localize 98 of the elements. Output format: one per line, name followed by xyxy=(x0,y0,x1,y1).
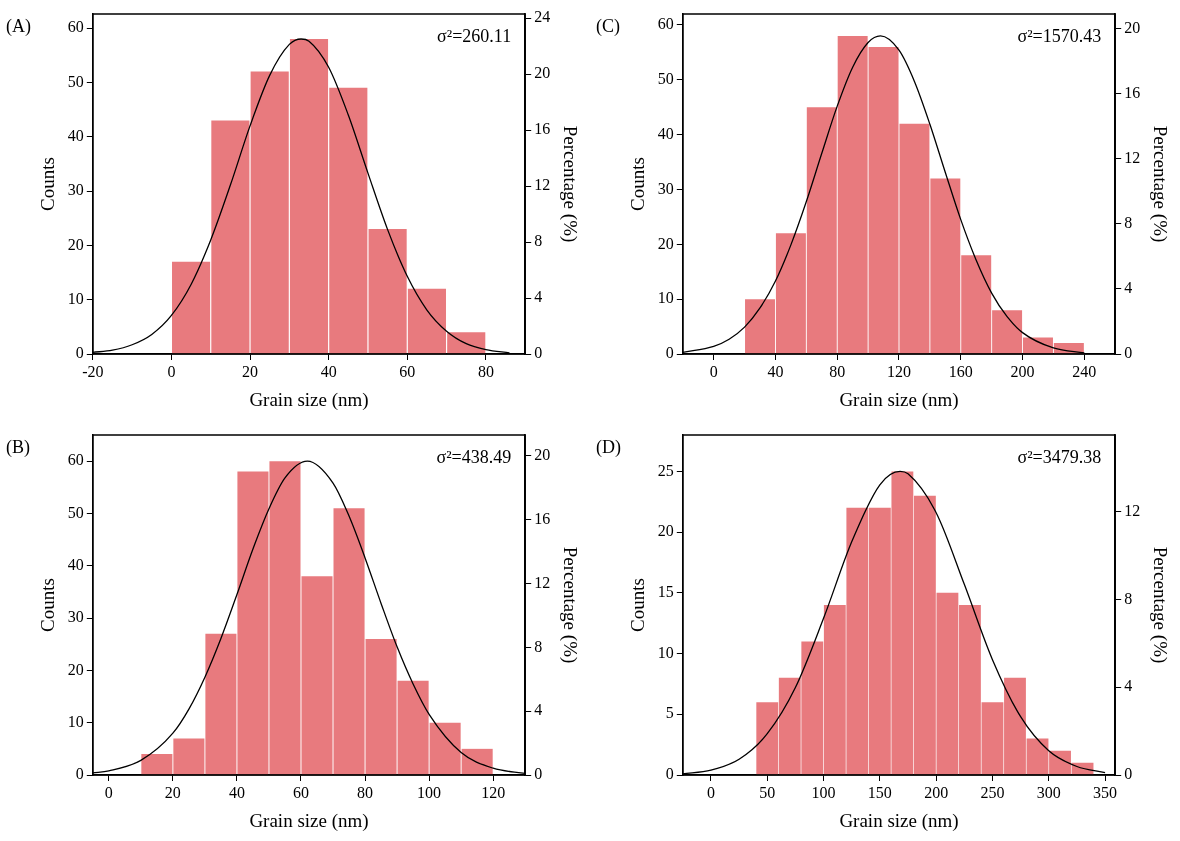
y-tick-label: 0 xyxy=(665,765,674,783)
x-tick-label: 120 xyxy=(481,783,506,801)
y-axis-title: Counts xyxy=(627,578,649,632)
y2-tick-label: 20 xyxy=(534,64,551,82)
y2-tick-label: 8 xyxy=(1124,589,1133,607)
x-tick-label: 100 xyxy=(811,783,836,801)
y-tick-label: 0 xyxy=(665,344,674,362)
y2-tick-label: 12 xyxy=(534,573,551,591)
y-tick-label: 10 xyxy=(657,643,674,661)
y-tick-label: 20 xyxy=(67,660,84,678)
y-axis-title: Counts xyxy=(627,157,649,211)
x-tick-label: 60 xyxy=(399,362,416,380)
y2-tick-label: 16 xyxy=(534,509,551,527)
y-tick-label: 15 xyxy=(657,583,674,601)
y2-tick-label: 8 xyxy=(1124,214,1133,232)
annotation: σ²=260.11 xyxy=(437,25,512,46)
y2-tick-label: 0 xyxy=(1124,344,1133,362)
y-tick-label: 20 xyxy=(657,522,674,540)
y2-tick-label: 4 xyxy=(534,701,543,719)
y2-tick-label: 20 xyxy=(534,445,551,463)
x-tick-label: 150 xyxy=(867,783,892,801)
y-tick-label: 25 xyxy=(657,461,674,479)
y2-tick-label: 8 xyxy=(534,232,543,250)
x-tick-label: -20 xyxy=(82,362,104,380)
x-tick-label: 300 xyxy=(1036,783,1061,801)
x-tick-label: 100 xyxy=(417,783,442,801)
x-tick-label: 40 xyxy=(320,362,337,380)
y2-tick-label: 0 xyxy=(534,765,543,783)
annotation: σ²=1570.43 xyxy=(1017,25,1102,46)
y2-axis-title: Percentage (%) xyxy=(1148,125,1171,243)
y-tick-label: 40 xyxy=(67,126,84,144)
x-tick-label: 250 xyxy=(980,783,1005,801)
y-tick-label: 30 xyxy=(657,179,674,197)
y-tick-label: 60 xyxy=(67,18,84,36)
y-tick-label: 10 xyxy=(67,712,84,730)
x-axis-title: Grain size (nm) xyxy=(839,388,959,411)
y-axis-title: Counts xyxy=(37,157,59,211)
y2-axis-title: Percentage (%) xyxy=(558,546,581,664)
y2-tick-label: 12 xyxy=(1124,148,1141,166)
x-axis-title: Grain size (nm) xyxy=(249,809,369,832)
x-tick-label: 80 xyxy=(477,362,494,380)
y-tick-label: 60 xyxy=(67,451,84,469)
x-tick-label: 200 xyxy=(1010,362,1035,380)
y-tick-label: 0 xyxy=(75,765,84,783)
y-tick-label: 20 xyxy=(657,234,674,252)
text: (A) xyxy=(6,15,31,37)
x-tick-label: 20 xyxy=(164,783,181,801)
x-axis-title: Grain size (nm) xyxy=(839,809,959,832)
x-tick-label: 0 xyxy=(709,362,718,380)
text: (C) xyxy=(596,15,620,37)
x-tick-label: 20 xyxy=(242,362,259,380)
x-tick-label: 0 xyxy=(706,783,715,801)
y2-tick-label: 16 xyxy=(534,120,551,138)
x-tick-label: 40 xyxy=(767,362,784,380)
x-tick-label: 120 xyxy=(887,362,911,380)
y2-tick-label: 24 xyxy=(534,8,551,26)
text: (D) xyxy=(596,436,621,458)
y2-tick-label: 4 xyxy=(534,288,543,306)
annotation: σ²=3479.38 xyxy=(1017,446,1102,467)
y-tick-label: 10 xyxy=(67,289,84,307)
y2-axis-title: Percentage (%) xyxy=(558,125,581,243)
y2-tick-label: 0 xyxy=(534,344,543,362)
x-tick-label: 80 xyxy=(357,783,374,801)
y2-tick-label: 4 xyxy=(1124,677,1133,695)
x-tick-label: 50 xyxy=(759,783,776,801)
y2-tick-label: 12 xyxy=(1124,501,1141,519)
y2-tick-label: 8 xyxy=(534,637,543,655)
y2-tick-label: 12 xyxy=(534,176,551,194)
y2-tick-label: 16 xyxy=(1124,83,1141,101)
y-tick-label: 5 xyxy=(665,704,674,722)
x-tick-label: 60 xyxy=(292,783,309,801)
x-tick-label: 350 xyxy=(1093,783,1118,801)
y-tick-label: 30 xyxy=(67,181,84,199)
x-axis-title: Grain size (nm) xyxy=(249,388,369,411)
x-tick-label: 160 xyxy=(948,362,973,380)
y-axis-title: Counts xyxy=(37,578,59,632)
x-tick-label: 0 xyxy=(104,783,113,801)
y2-axis-title: Percentage (%) xyxy=(1148,546,1171,664)
y-tick-label: 40 xyxy=(67,555,84,573)
y-tick-label: 0 xyxy=(75,344,84,362)
y2-tick-label: 4 xyxy=(1124,279,1133,297)
y-tick-label: 60 xyxy=(657,15,674,33)
annotation: σ²=438.49 xyxy=(436,446,512,467)
text: (B) xyxy=(6,436,30,458)
y-tick-label: 20 xyxy=(67,235,84,253)
y-tick-label: 50 xyxy=(67,503,84,521)
y-tick-label: 40 xyxy=(657,124,674,142)
y-tick-label: 50 xyxy=(657,70,674,88)
x-tick-label: 40 xyxy=(228,783,245,801)
x-tick-label: 200 xyxy=(924,783,949,801)
y2-tick-label: 0 xyxy=(1124,765,1133,783)
x-tick-label: 80 xyxy=(829,362,846,380)
x-tick-label: 240 xyxy=(1072,362,1097,380)
y-tick-label: 30 xyxy=(67,608,84,626)
x-tick-label: 0 xyxy=(167,362,176,380)
y2-tick-label: 20 xyxy=(1124,18,1141,36)
y-tick-label: 10 xyxy=(657,289,674,307)
y-tick-label: 50 xyxy=(67,72,84,90)
